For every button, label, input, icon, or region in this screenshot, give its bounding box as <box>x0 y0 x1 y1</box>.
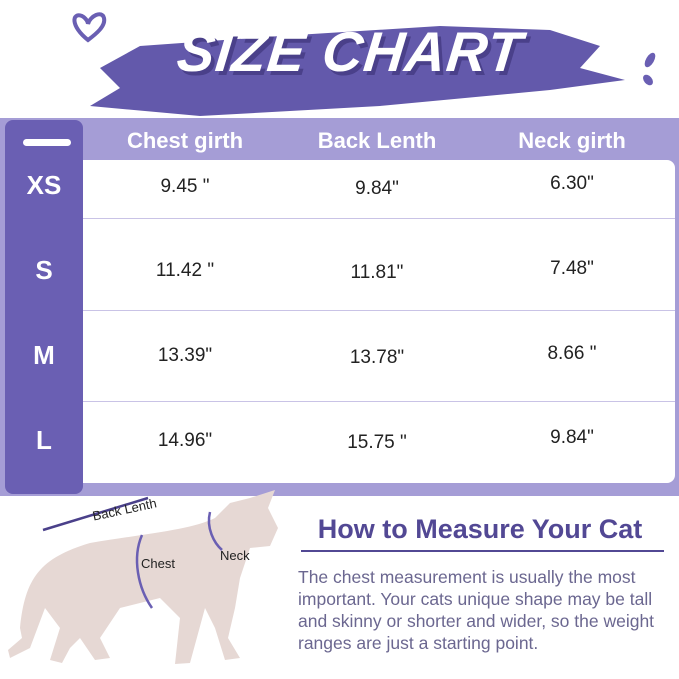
cell: 9.45 " <box>160 176 210 197</box>
cell: 11.42 " <box>155 260 215 281</box>
row-divider <box>83 310 675 311</box>
cell: 9.84" <box>355 178 399 199</box>
cat-diagram <box>8 490 278 664</box>
cell: 6.30" <box>550 173 594 194</box>
measure-text: The chest measurement is usually the mos… <box>298 567 655 653</box>
neck-label: Neck <box>220 548 250 563</box>
row-divider <box>83 218 675 219</box>
size-label: M <box>33 340 55 370</box>
chest-label: Chest <box>141 556 175 571</box>
column-header: Chest girth <box>126 128 244 153</box>
column-header: Neck girth <box>518 128 626 153</box>
cell: 13.39" <box>157 345 213 366</box>
size-column: XS S M L <box>5 120 83 494</box>
size-label: XS <box>26 170 62 200</box>
row-divider <box>83 401 675 402</box>
drops-icon <box>643 52 656 86</box>
cell: 7.48" <box>550 258 594 279</box>
cell: 9.84" <box>550 427 594 448</box>
brush-banner <box>90 26 625 116</box>
column-header: Back Lenth <box>317 128 437 153</box>
cell: 14.96" <box>157 430 213 451</box>
cat-silhouette <box>8 490 278 664</box>
page-title: SIZE CHART <box>174 20 526 83</box>
cell: 13.78" <box>349 347 405 368</box>
dash-icon <box>23 139 71 146</box>
measure-heading: How to Measure Your Cat <box>317 514 643 544</box>
table-body <box>83 160 675 483</box>
size-label: L <box>36 425 52 455</box>
cell: 8.66 " <box>547 343 597 364</box>
cell: 11.81" <box>350 262 404 283</box>
size-label: S <box>35 255 53 285</box>
cell: 15.75 " <box>347 432 407 453</box>
heading-underline <box>301 550 664 552</box>
heart-icon <box>72 12 107 43</box>
